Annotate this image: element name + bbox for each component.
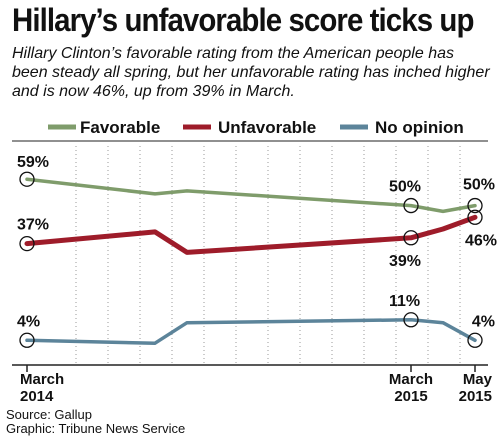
data-label: 39%: [389, 253, 421, 270]
annotation-marker: [19, 332, 35, 348]
data-label: 4%: [472, 313, 495, 330]
data-point: [153, 230, 157, 234]
x-tick-label: 2015: [394, 388, 427, 405]
data-point: [153, 341, 157, 345]
data-label: 46%: [465, 232, 497, 249]
x-tick-label: March: [20, 371, 64, 388]
data-point: [409, 236, 413, 240]
data-label: 50%: [463, 177, 495, 194]
chart-title: Hillary’s unfavorable score ticks up: [12, 2, 474, 38]
x-tick-label: May: [463, 371, 493, 388]
source-text: Source: Gallup: [6, 407, 92, 422]
graphic-credit-text: Graphic: Tribune News Service: [6, 421, 186, 436]
annotation-marker: [19, 171, 35, 187]
legend-label-favorable: Favorable: [80, 118, 160, 137]
data-point: [25, 177, 29, 181]
annotation-marker: [467, 332, 483, 348]
grid: [75, 146, 461, 364]
legend-label-no-opinion: No opinion: [375, 118, 464, 137]
data-point: [441, 227, 445, 231]
data-point: [25, 338, 29, 342]
annotation-marker: [467, 197, 483, 214]
data-point: [185, 189, 189, 193]
data-point: [185, 250, 189, 254]
data-point: [473, 215, 477, 219]
legend: Favorable Unfavorable No opinion: [48, 118, 464, 137]
x-tick-label: 2014: [20, 388, 54, 405]
data-label: 11%: [389, 293, 420, 310]
data-labels: 59% 37% 4% 50% 39% 11% 50% 46% 4%: [17, 154, 497, 330]
data-point: [153, 192, 157, 196]
annotation-marker: [403, 197, 419, 214]
legend-label-unfavorable: Unfavorable: [218, 118, 316, 137]
chart-subtitle: Hillary Clinton’s favorable rating from …: [12, 45, 490, 100]
data-label: 50%: [389, 179, 421, 196]
annotation-marker: [403, 312, 419, 328]
data-point: [25, 242, 29, 246]
x-tick-label: March: [389, 371, 433, 388]
series-lines: [24, 177, 478, 345]
series-line-unfavorable: [24, 214, 478, 255]
data-label: 37%: [17, 217, 49, 234]
data-point: [441, 209, 445, 213]
annotation-marker: [467, 209, 483, 225]
data-point: [409, 318, 413, 322]
data-point: [441, 321, 445, 325]
credits: Source: Gallup Graphic: Tribune News Ser…: [6, 408, 185, 436]
data-label: 59%: [17, 154, 49, 171]
data-point: [409, 204, 413, 208]
data-point: [473, 204, 477, 208]
point-markers: [19, 171, 483, 348]
annotation-marker: [19, 235, 35, 252]
x-tick-label: 2015: [459, 388, 492, 405]
series-line-no-opinion: [25, 318, 477, 345]
series-line-favorable: [25, 177, 477, 214]
data-point: [473, 338, 477, 342]
data-point: [185, 321, 189, 325]
data-label: 4%: [17, 313, 40, 330]
annotation-marker: [403, 230, 419, 246]
